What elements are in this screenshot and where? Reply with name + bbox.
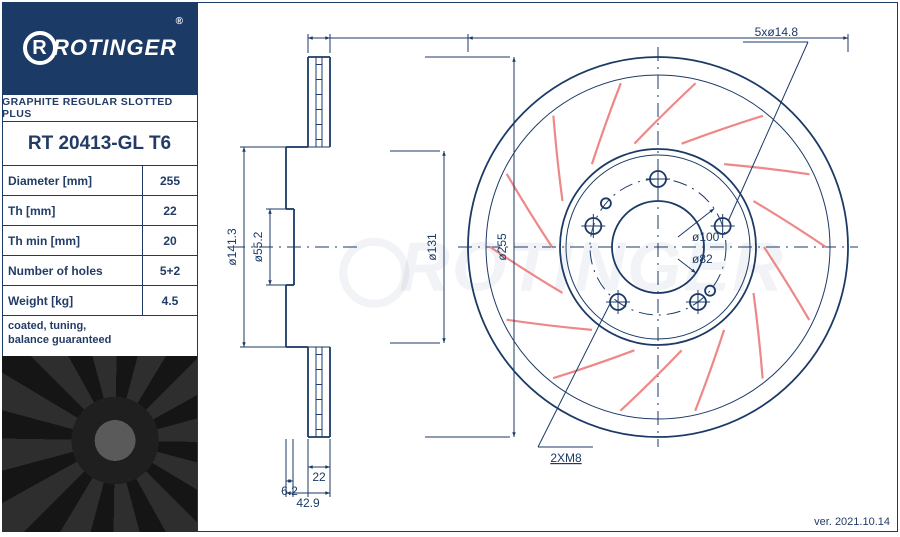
spec-value: 22 <box>143 196 197 225</box>
notes: coated, tuning,balance guaranteed <box>2 316 198 356</box>
spec-row: Number of holes5+2 <box>2 256 197 286</box>
spec-table: Diameter [mm]255Th [mm]22Th min [mm]20Nu… <box>2 166 198 316</box>
spec-value: 20 <box>143 226 197 255</box>
brand-logo: RROTINGER ® <box>2 2 198 94</box>
spec-label: Diameter [mm] <box>2 166 143 195</box>
version-label: ver. 2021.10.14 <box>814 516 890 528</box>
spec-row: Th min [mm]20 <box>2 226 197 256</box>
series-label: GRAPHITE REGULAR SLOTTED PLUS <box>2 94 198 122</box>
svg-text:ø100: ø100 <box>692 230 720 244</box>
spec-value: 5+2 <box>143 256 197 285</box>
svg-text:ø82: ø82 <box>692 252 713 266</box>
info-panel: RROTINGER ® GRAPHITE REGULAR SLOTTED PLU… <box>2 2 198 532</box>
svg-text:2XM8: 2XM8 <box>550 451 582 465</box>
spec-value: 255 <box>143 166 197 195</box>
spec-label: Weight [kg] <box>2 286 143 315</box>
spec-label: Th [mm] <box>2 196 143 225</box>
spec-label: Th min [mm] <box>2 226 143 255</box>
svg-text:ø131: ø131 <box>425 233 439 261</box>
svg-text:5xø14.8: 5xø14.8 <box>755 25 799 39</box>
svg-text:22: 22 <box>312 470 326 484</box>
spec-row: Th [mm]22 <box>2 196 197 226</box>
spec-label: Number of holes <box>2 256 143 285</box>
spec-row: Diameter [mm]255 <box>2 166 197 196</box>
spec-row: Weight [kg]4.5 <box>2 286 197 316</box>
part-number: RT 20413-GL T6 <box>2 122 198 166</box>
svg-text:ø141.3: ø141.3 <box>225 228 239 266</box>
svg-text:42.9: 42.9 <box>296 496 320 510</box>
product-photo <box>2 356 198 533</box>
technical-drawing: ROTINGER 5xø14.8ø100ø822XM8ø141.3ø55.2ø1… <box>198 2 898 532</box>
svg-text:ø55.2: ø55.2 <box>251 231 265 262</box>
spec-value: 4.5 <box>143 286 197 315</box>
svg-text:ø255: ø255 <box>495 233 509 261</box>
